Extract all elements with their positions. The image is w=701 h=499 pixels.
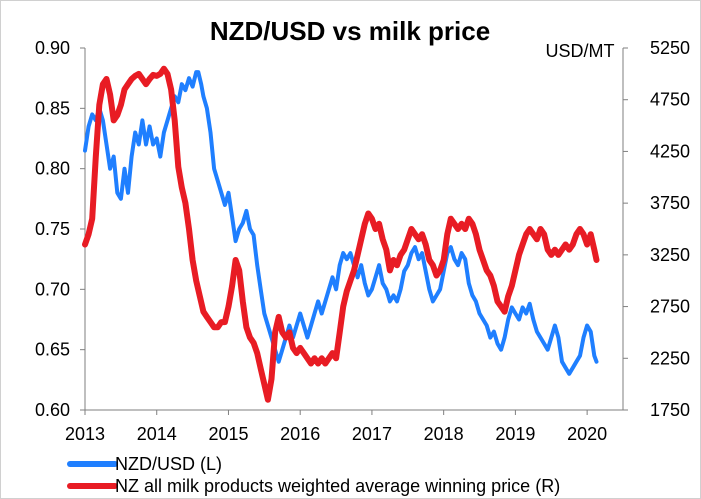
axes-group: 0.60 0.65 0.70 0.75 0.80 0.85 0.90 1750 2250 2750… [35,38,690,444]
left-tick-label: 0.90 [35,38,70,58]
x-tick-label: 2015 [208,424,248,444]
left-tick-label: 0.85 [35,98,70,118]
series-lines-group [82,65,600,403]
x-tick-label: 2020 [567,424,607,444]
right-tick-label: 4750 [650,90,690,110]
x-tick-label: 2014 [137,424,177,444]
left-tick-label: 0.75 [35,219,70,239]
x-tick-label: 2018 [424,424,464,444]
left-tick-label: 0.70 [35,279,70,299]
x-tick-label: 2019 [495,424,535,444]
right-tick-label: 3250 [650,245,690,265]
legend: NZD/USD (L) NZ all milk products weighte… [67,454,560,496]
right-tick-label: 2250 [650,348,690,368]
left-tick-label: 0.60 [35,400,70,420]
left-tick-label: 0.65 [35,340,70,360]
right-axis-unit: USD/MT [546,41,615,61]
right-tick-label: 1750 [650,400,690,420]
chart-title: NZD/USD vs milk price [210,16,490,46]
legend-label-milk-price: NZ all milk products weighted average wi… [115,476,560,496]
right-tick-label: 5250 [650,38,690,58]
right-tick-label: 3750 [650,193,690,213]
x-tick-label: 2016 [280,424,320,444]
left-tick-label: 0.80 [35,159,70,179]
legend-label-nzdusd: NZD/USD (L) [115,454,222,474]
right-tick-label: 4250 [650,141,690,161]
series-line-milk-price [82,65,600,403]
x-tick-label: 2017 [352,424,392,444]
right-tick-label: 2750 [650,297,690,317]
x-tick-label: 2013 [65,424,105,444]
